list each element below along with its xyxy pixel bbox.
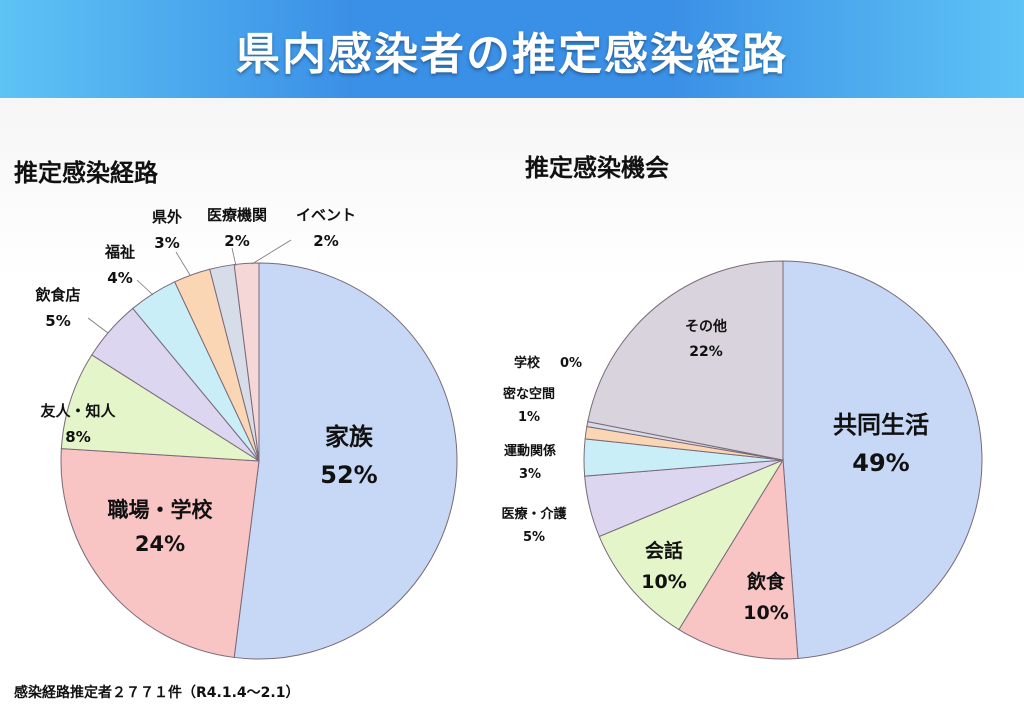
pie1-value-2: 10% (641, 571, 686, 593)
pie0-slice-0 (233, 262, 458, 660)
pie1-label-4: 運動関係 (504, 443, 556, 459)
pie0-label-1: 職場・学校 (108, 498, 214, 522)
pie1-value-5: 1% (518, 410, 540, 425)
pie0-value-2: 8% (65, 428, 90, 446)
pie1-label-5: 密な空間 (502, 386, 555, 402)
pie0-value-6: 2% (224, 232, 249, 250)
page-title: 県内感染者の推定感染経路 (236, 29, 788, 80)
pie1-slice-2 (598, 458, 785, 631)
pie0-value-4: 4% (107, 269, 132, 287)
pie1-label-1: 飲食 (746, 570, 786, 593)
pie0-leader-5 (175, 251, 191, 276)
pie0-label-2: 友人・知人 (40, 402, 116, 420)
pie-1 (583, 260, 983, 660)
pie1-value-0: 49% (852, 449, 909, 477)
pie1-value-4: 3% (519, 467, 541, 482)
pie0-leader-3 (87, 317, 109, 334)
pie0-label-4: 福祉 (104, 243, 135, 261)
pie0-value-3: 5% (45, 312, 70, 330)
pie1-label-6: 学校 (514, 355, 541, 371)
pie1-label-3: 医療・介護 (501, 506, 567, 522)
right-chart-title: 推定感染機会 (525, 154, 669, 182)
pie0-slice-7 (233, 262, 260, 462)
pie0-leader-4 (136, 279, 154, 296)
pie0-value-1: 24% (135, 532, 185, 556)
pie1-label-0: 共同生活 (833, 411, 929, 439)
pie1-label-2: 会話 (645, 539, 683, 562)
pie0-slice-1 (60, 448, 260, 658)
pie0-value-5: 3% (154, 234, 179, 252)
pie1-slice-1 (678, 458, 799, 660)
title-banner (0, 0, 1024, 98)
pie1-value-7: 22% (689, 344, 723, 360)
pie0-label-7: イベント (296, 206, 356, 224)
pie0-label-3: 飲食店 (34, 286, 80, 304)
left-chart-title: 推定感染経路 (14, 159, 158, 187)
pie1-value-3: 5% (523, 530, 545, 545)
pie1-slice-0 (782, 260, 983, 659)
pie0-leader-7 (251, 239, 292, 265)
pie-0 (60, 262, 458, 660)
pie0-label-6: 医療機関 (207, 206, 267, 224)
pie0-value-0: 52% (320, 461, 377, 489)
pie1-value-1: 10% (743, 602, 788, 624)
pie0-value-7: 2% (313, 232, 338, 250)
pie1-label-7: その他 (685, 318, 727, 335)
pie1-value-6: 0% (560, 356, 582, 371)
pie0-slice-2 (60, 354, 260, 462)
pie0-label-5: 県外 (152, 208, 182, 226)
pie0-leader-6 (231, 247, 237, 267)
pie0-label-0: 家族 (325, 423, 374, 451)
pie1-slice-7 (587, 260, 784, 461)
footnote: 感染経路推定者２７７１件（R4.1.4～2.1） (14, 685, 300, 701)
